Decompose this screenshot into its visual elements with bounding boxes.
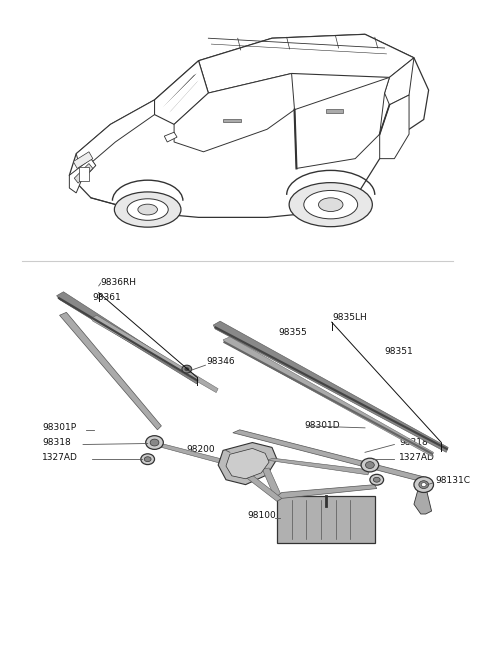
Ellipse shape xyxy=(138,204,157,215)
Text: 98318: 98318 xyxy=(399,438,428,447)
Text: 98351: 98351 xyxy=(384,347,413,356)
Polygon shape xyxy=(57,292,199,384)
Text: 9836RH: 9836RH xyxy=(101,278,137,287)
Text: 98131C: 98131C xyxy=(435,476,470,485)
Ellipse shape xyxy=(365,462,374,468)
Ellipse shape xyxy=(182,365,192,373)
Polygon shape xyxy=(155,61,208,125)
Polygon shape xyxy=(242,473,282,501)
Polygon shape xyxy=(74,163,93,183)
Polygon shape xyxy=(226,449,269,479)
Bar xyxy=(79,167,89,181)
Polygon shape xyxy=(58,297,199,382)
Polygon shape xyxy=(223,337,433,456)
Ellipse shape xyxy=(373,478,380,482)
Polygon shape xyxy=(267,458,370,475)
Ellipse shape xyxy=(146,436,163,449)
Polygon shape xyxy=(199,34,414,93)
Polygon shape xyxy=(73,152,93,169)
Text: 98301D: 98301D xyxy=(304,421,340,430)
Ellipse shape xyxy=(319,198,343,211)
Polygon shape xyxy=(162,73,197,108)
Text: 98361: 98361 xyxy=(93,293,121,302)
Polygon shape xyxy=(262,468,282,499)
Polygon shape xyxy=(60,312,161,430)
Polygon shape xyxy=(218,443,277,485)
Polygon shape xyxy=(380,95,409,159)
Ellipse shape xyxy=(414,477,433,493)
Ellipse shape xyxy=(361,458,379,472)
Polygon shape xyxy=(174,73,295,152)
Polygon shape xyxy=(295,77,389,169)
Polygon shape xyxy=(414,487,432,514)
Text: 98200: 98200 xyxy=(187,445,216,454)
Polygon shape xyxy=(214,326,448,451)
Polygon shape xyxy=(169,80,199,113)
Bar xyxy=(326,109,344,113)
Ellipse shape xyxy=(421,483,426,487)
Text: 98346: 98346 xyxy=(206,357,235,366)
Text: 98301P: 98301P xyxy=(42,423,76,432)
Polygon shape xyxy=(384,58,414,105)
Bar xyxy=(277,497,375,543)
Ellipse shape xyxy=(304,190,358,219)
Polygon shape xyxy=(69,159,96,193)
Ellipse shape xyxy=(144,457,151,462)
Text: 1327AD: 1327AD xyxy=(399,453,435,462)
Polygon shape xyxy=(213,321,448,453)
Polygon shape xyxy=(233,430,424,482)
Bar xyxy=(223,119,240,123)
Ellipse shape xyxy=(127,199,168,220)
Text: 98318: 98318 xyxy=(42,438,71,447)
Ellipse shape xyxy=(114,192,181,227)
Polygon shape xyxy=(277,485,377,501)
Text: 1327AD: 1327AD xyxy=(42,453,78,462)
Text: 98355: 98355 xyxy=(279,329,308,337)
Polygon shape xyxy=(91,316,218,392)
Ellipse shape xyxy=(289,182,372,227)
Text: 9835LH: 9835LH xyxy=(333,313,367,321)
Text: 98100: 98100 xyxy=(248,512,276,520)
Ellipse shape xyxy=(370,474,384,485)
Polygon shape xyxy=(69,34,429,217)
Ellipse shape xyxy=(141,454,155,464)
Polygon shape xyxy=(164,133,177,142)
Ellipse shape xyxy=(419,481,429,489)
Ellipse shape xyxy=(150,439,159,446)
Polygon shape xyxy=(76,100,155,171)
Polygon shape xyxy=(223,340,433,455)
Polygon shape xyxy=(155,443,246,469)
Ellipse shape xyxy=(184,367,189,371)
